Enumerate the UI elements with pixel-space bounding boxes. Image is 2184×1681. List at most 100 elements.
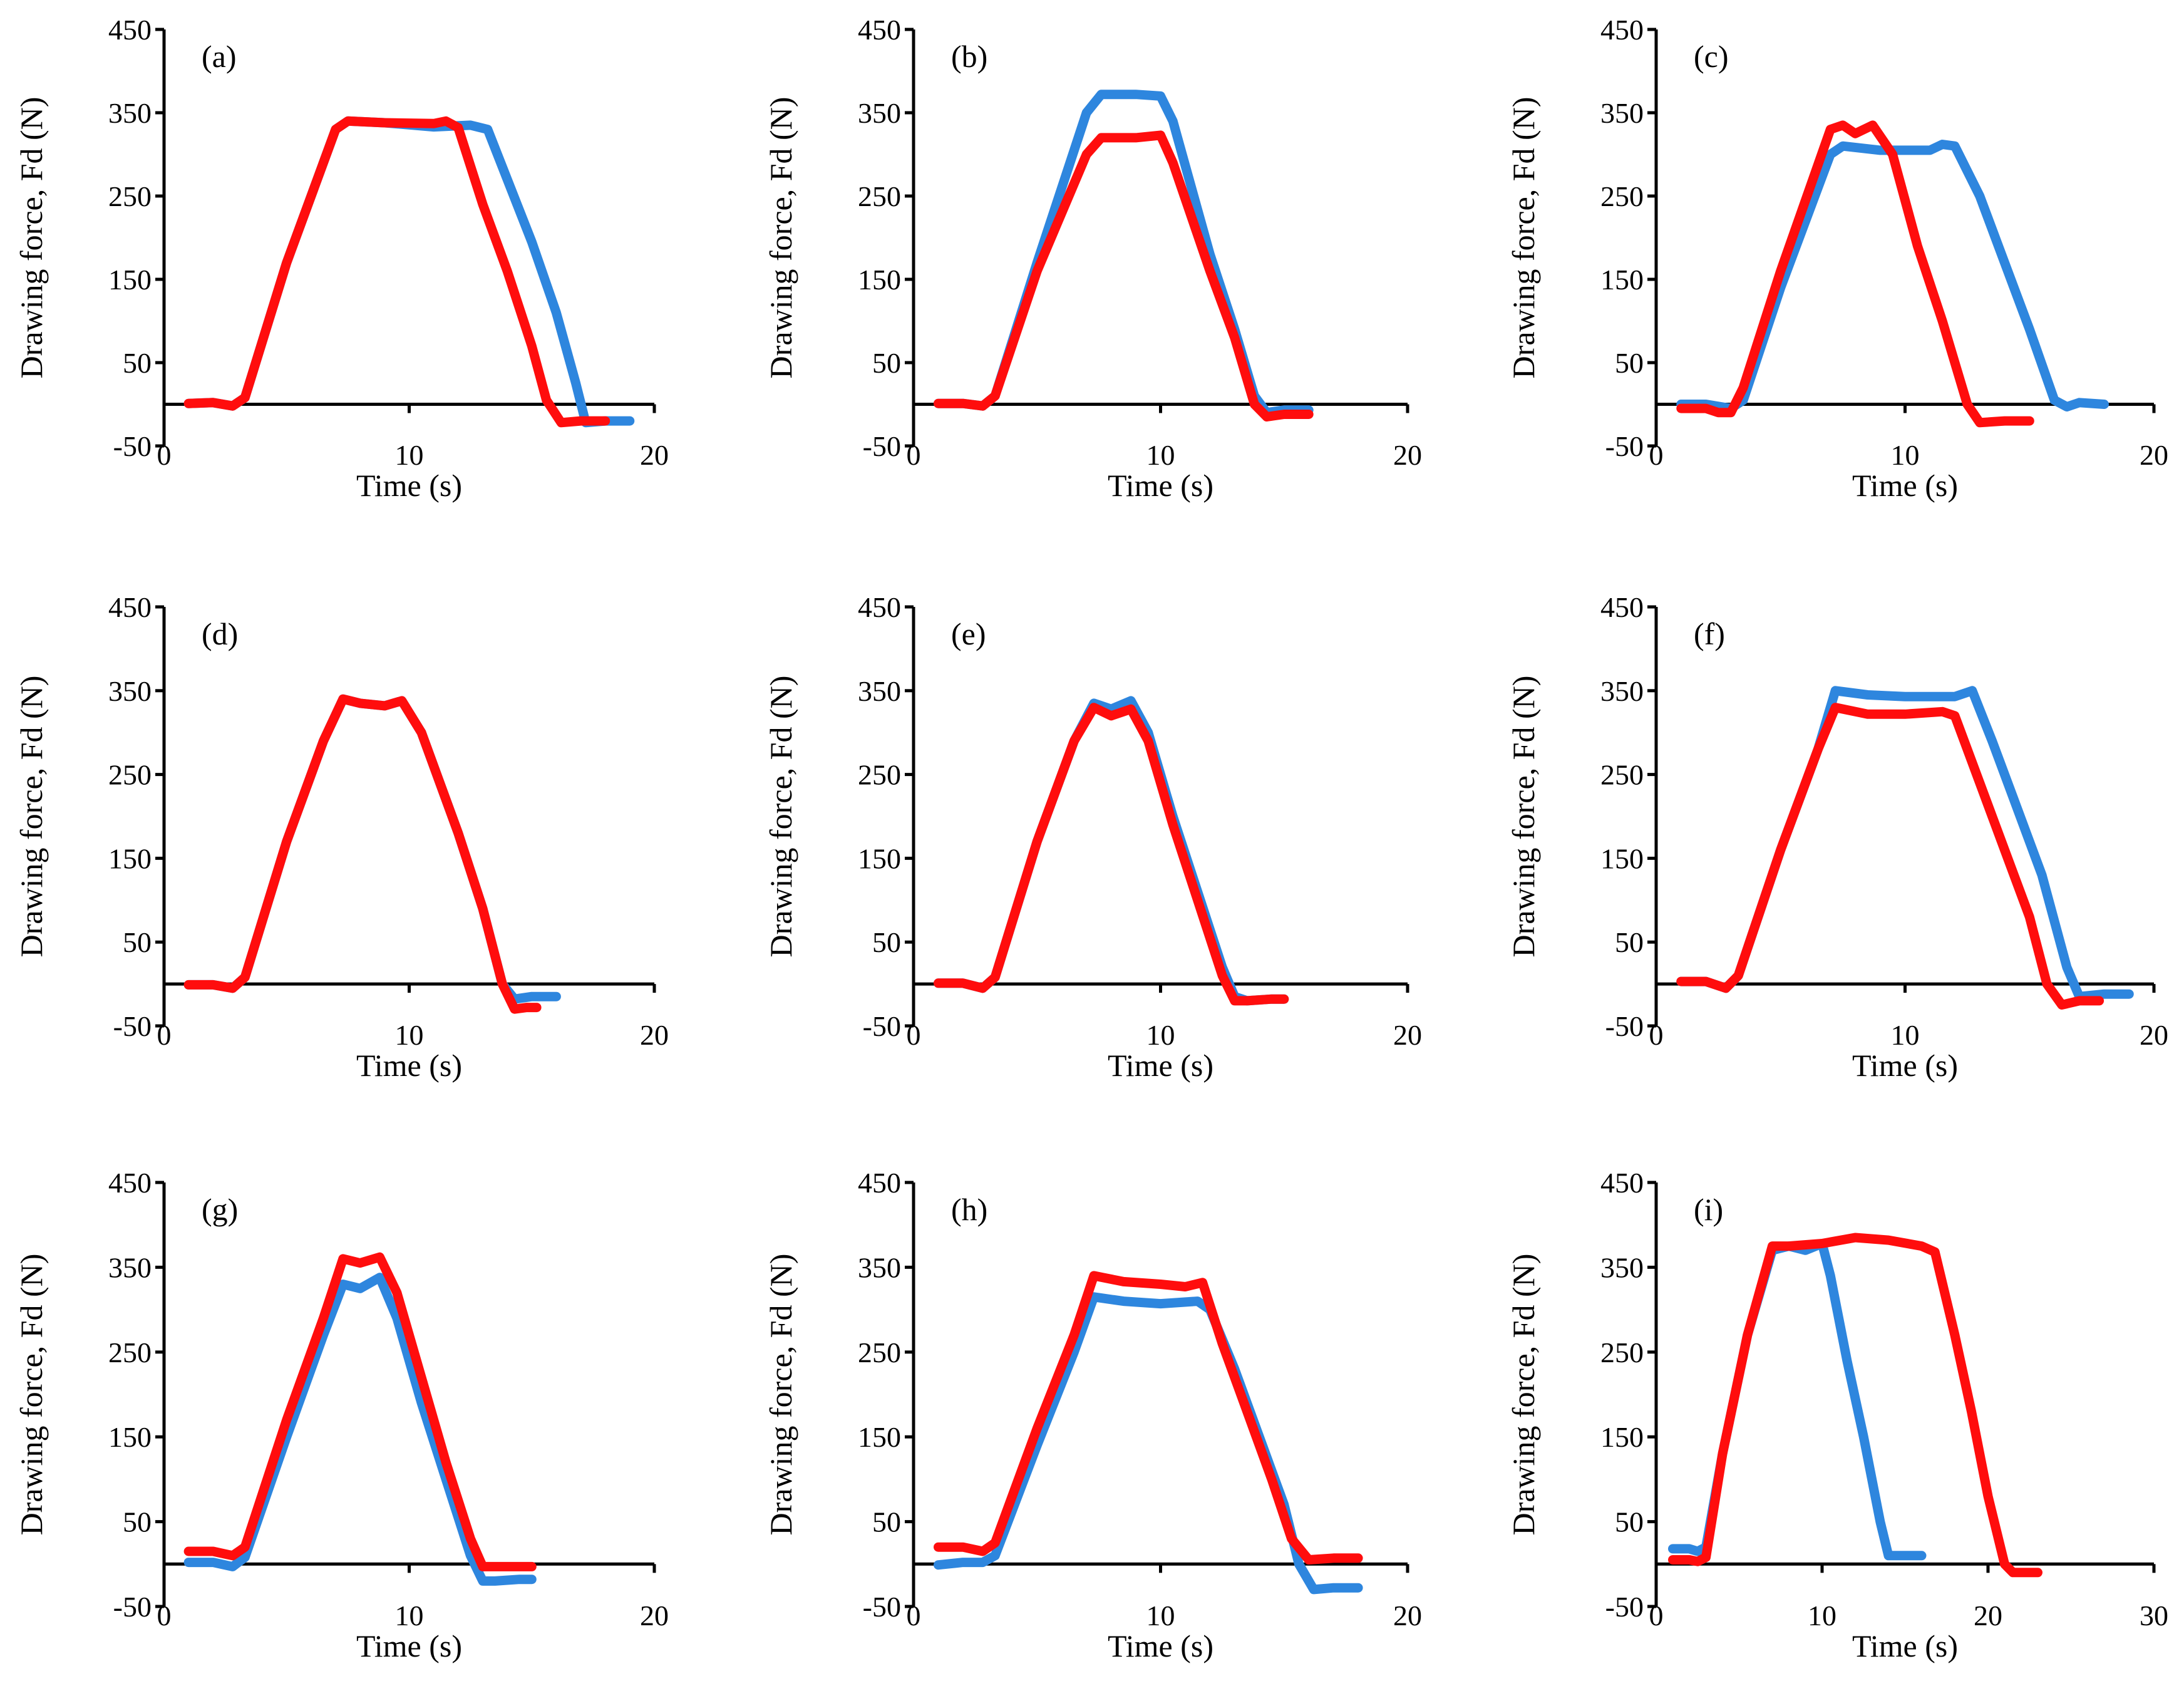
panel-label: (i) [1694,1192,1723,1227]
panel-a: -50 50 150 250 350 450 0 10 20 Time (s) Drawing fo… [14,14,669,503]
y-tick-label: 150 [1600,1421,1644,1453]
y-axis-title: Drawing force, Fd (N) [1506,676,1541,958]
y-axis-title: Drawing force, Fd (N) [14,1254,49,1536]
x-tick-label: 10 [1146,1600,1175,1632]
x-tick-label: 0 [1649,1019,1664,1051]
x-tick-label: 10 [395,439,424,471]
x-axis-title: Time (s) [356,1628,462,1663]
y-tick-label: 350 [858,675,901,707]
x-tick-label: 10 [1891,1019,1920,1051]
series-line-red [1668,1233,2042,1578]
y-tick-label: 50 [123,926,152,958]
y-tick-label: 150 [858,842,901,874]
x-tick-label: 10 [1146,439,1175,471]
y-tick-label: -50 [863,430,901,462]
y-tick-label: 450 [858,591,901,623]
y-tick-label: -50 [113,1010,152,1042]
y-tick-label: 350 [1600,675,1644,707]
y-axis-title: Drawing force, Fd (N) [14,97,49,379]
y-tick-label: -50 [1605,1010,1644,1042]
series-line-blue [183,694,561,1004]
x-tick-label: 0 [907,1600,921,1632]
x-axis-title: Time (s) [1108,1048,1213,1083]
y-tick-label: 250 [1600,1337,1644,1368]
y-tick-label: -50 [863,1010,901,1042]
x-tick-label: 0 [1649,439,1664,471]
panel-label: (c) [1694,39,1729,74]
panel-label: (a) [202,39,237,74]
y-tick-label: -50 [863,1591,901,1623]
y-tick-label: 150 [858,264,901,296]
panel-label: (h) [951,1192,987,1227]
y-tick-label: 250 [108,180,152,212]
panel-d: -50 50 150 250 350 450 0 10 20 Time (s) Drawing fo… [14,591,669,1083]
x-tick-label: 0 [907,439,921,471]
y-axis-title: Drawing force, Fd (N) [1506,97,1541,379]
x-tick-label: 20 [1974,1600,2002,1632]
x-tick-label: 10 [1808,1600,1836,1632]
y-tick-label: 50 [1615,347,1644,379]
y-tick-label: 350 [108,97,152,129]
panel-label: (f) [1694,616,1725,651]
panel-f: -50 50 150 250 350 450 0 10 20 Time (s) Drawing fo… [1506,591,2168,1083]
x-tick-label: 20 [2140,439,2168,471]
y-tick-label: 150 [108,842,152,874]
panel-i: -50 50 150 250 350 450 0 10 20 30 Time (s) Drawing … [1506,1167,2168,1663]
y-tick-label: 50 [123,347,152,379]
panel-label: (b) [951,39,987,74]
y-tick-label: 150 [108,264,152,296]
x-axis-title: Time (s) [1108,468,1213,503]
y-tick-label: 150 [108,1421,152,1453]
y-tick-label: 450 [1600,14,1644,46]
y-tick-label: 450 [858,1167,901,1199]
y-tick-label: 450 [1600,591,1644,623]
series-line-blue [934,1292,1363,1595]
x-tick-label: 10 [395,1600,424,1632]
y-tick-label: 50 [1615,926,1644,958]
panel-h: -50 50 150 250 350 450 0 10 20 Time (s) Drawing fo… [763,1167,1422,1663]
y-axis-title: Drawing force, Fd (N) [763,676,798,958]
y-tick-label: 50 [872,926,901,958]
y-axis-title: Drawing force, Fd (N) [14,676,49,958]
y-tick-label: 250 [858,180,901,212]
series-line-red [934,1271,1363,1565]
y-tick-label: -50 [113,430,152,462]
y-tick-label: 150 [1600,842,1644,874]
y-tick-label: 150 [1600,264,1644,296]
x-axis-title: Time (s) [1852,1628,1958,1663]
series-line-red [183,1252,537,1571]
y-tick-label: 50 [123,1506,152,1538]
panel-e: -50 50 150 250 350 450 0 10 20 Time (s) Drawing fo… [763,591,1422,1083]
x-tick-label: 10 [395,1019,424,1051]
y-tick-label: 350 [858,97,901,129]
series-line-red [1676,703,2104,1010]
x-tick-label: 20 [640,1019,669,1051]
x-tick-label: 20 [1393,439,1422,471]
y-tick-label: -50 [1605,430,1644,462]
panel-label: (g) [202,1192,238,1227]
series-line-red [934,130,1314,422]
series-line-blue [934,696,1289,1006]
y-tick-label: 250 [1600,759,1644,791]
x-tick-label: 20 [1393,1600,1422,1632]
x-tick-label: 10 [1891,439,1920,471]
y-tick-label: 50 [872,347,901,379]
y-tick-label: 450 [858,14,901,46]
y-tick-label: -50 [113,1591,152,1623]
x-tick-label: 10 [1146,1019,1175,1051]
x-tick-label: 20 [1393,1019,1422,1051]
x-axis-title: Time (s) [1108,1628,1213,1663]
x-tick-label: 20 [2140,1019,2168,1051]
y-tick-label: 250 [108,1337,152,1368]
y-tick-label: 350 [1600,97,1644,129]
y-tick-label: 50 [872,1506,901,1538]
x-axis-title: Time (s) [1852,468,1958,503]
y-tick-label: -50 [1605,1591,1644,1623]
x-tick-label: 20 [640,1600,669,1632]
series-line-blue [183,1273,537,1586]
y-tick-label: 350 [108,675,152,707]
y-tick-label: 350 [858,1251,901,1283]
y-axis-title: Drawing force, Fd (N) [1506,1254,1541,1536]
x-tick-label: 0 [157,1600,172,1632]
